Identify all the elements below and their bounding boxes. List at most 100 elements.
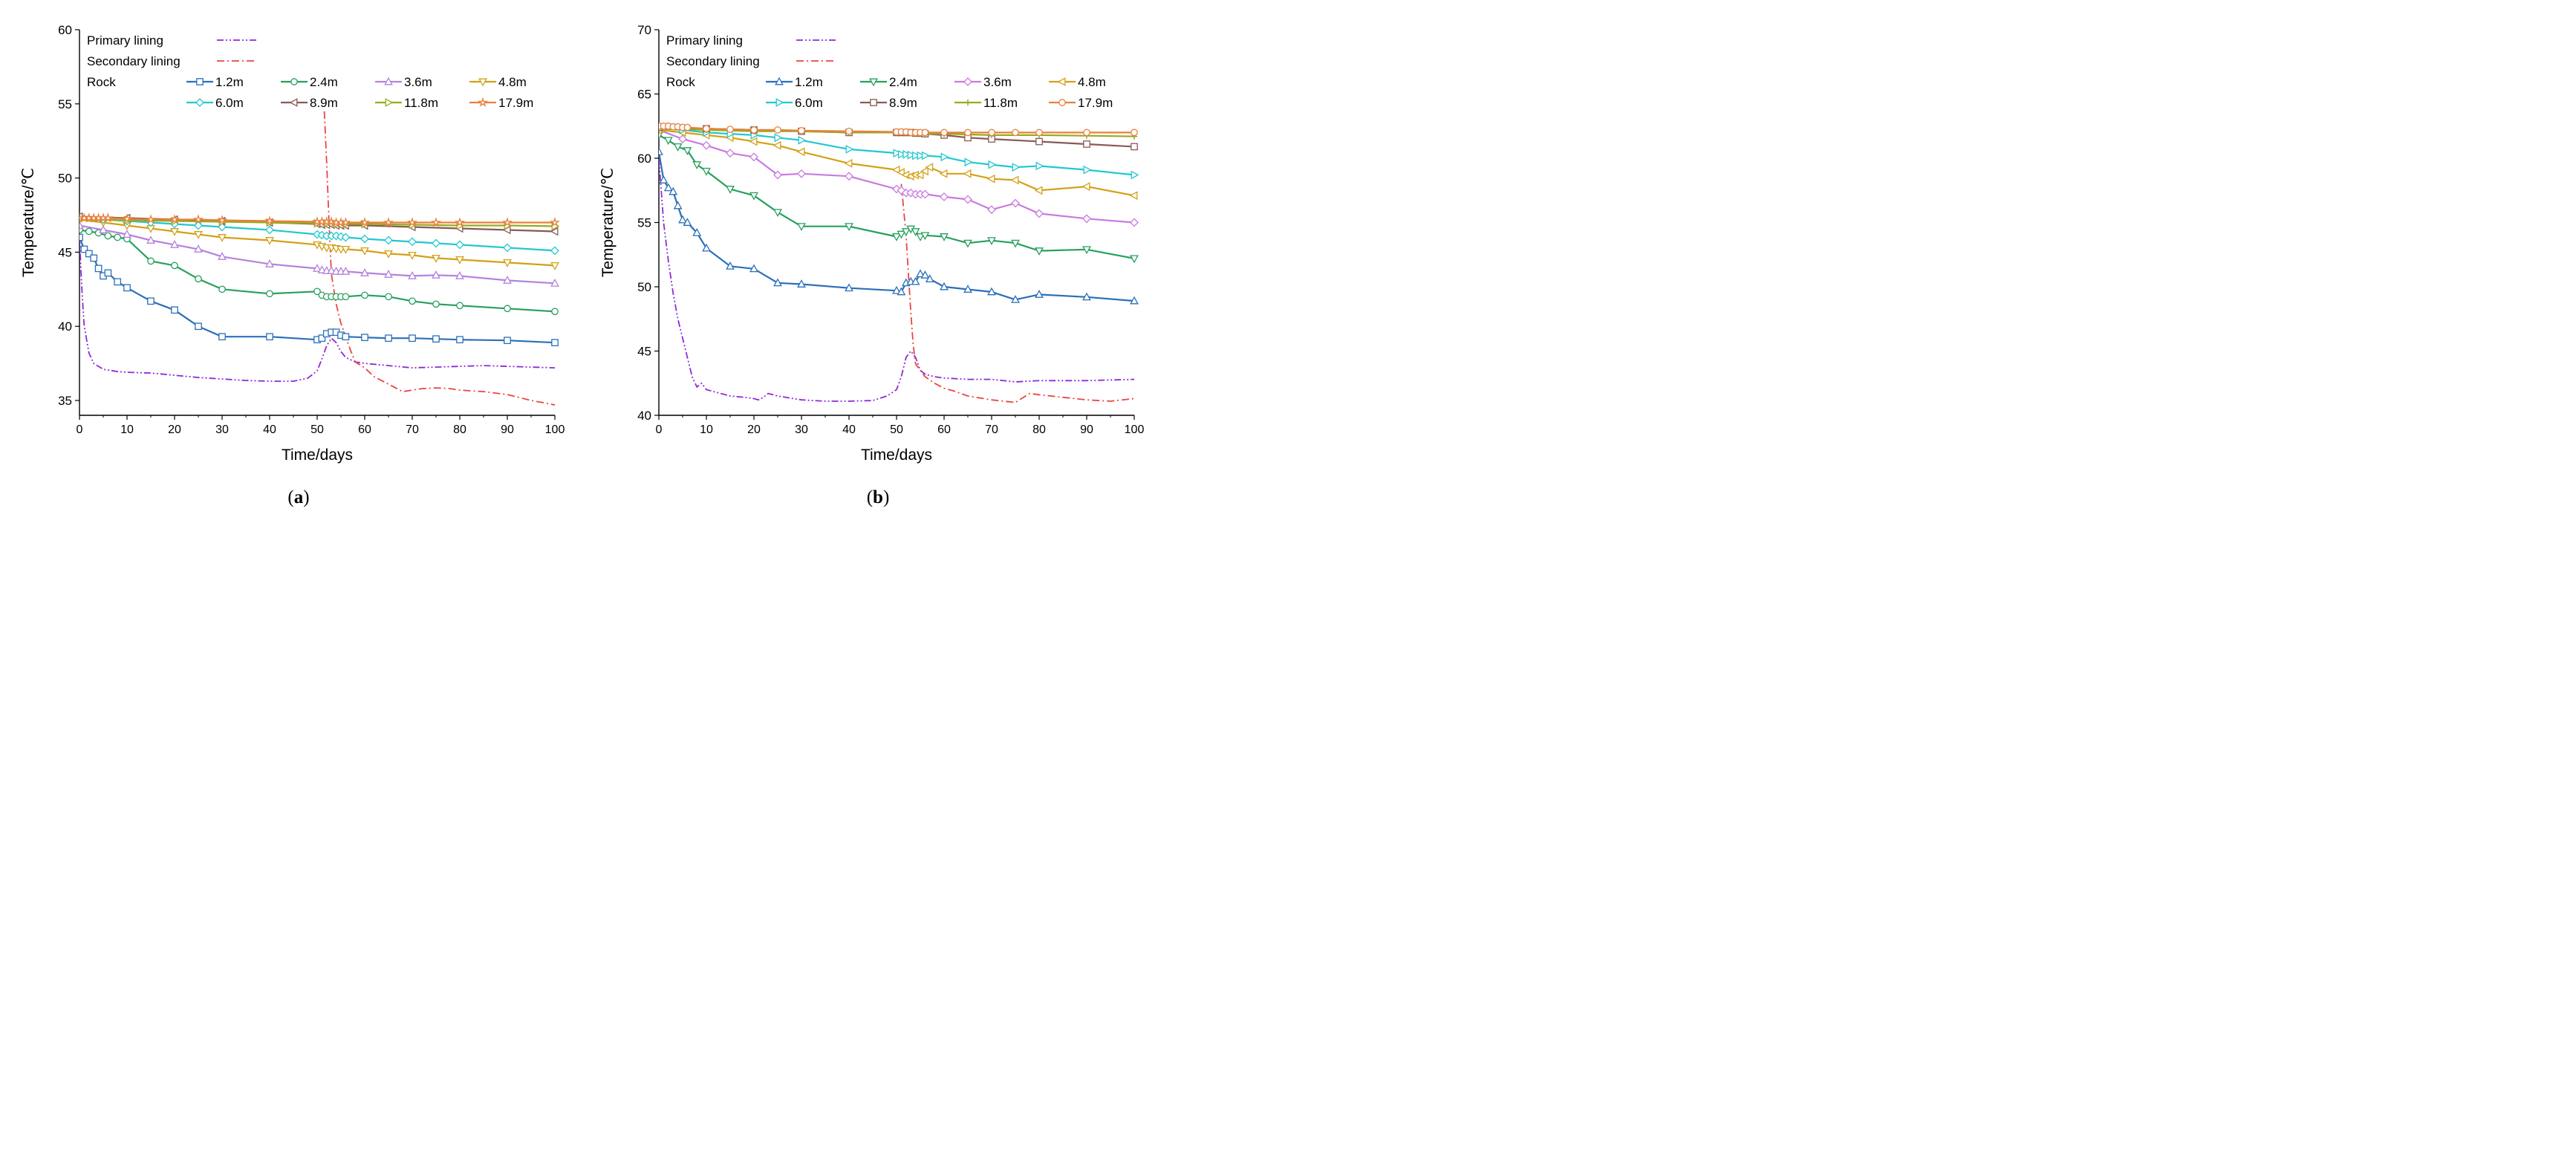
panel-caption: (b) <box>867 487 890 507</box>
data-point <box>456 302 464 310</box>
data-point <box>659 175 669 184</box>
data-point <box>385 293 392 301</box>
data-point <box>659 146 663 155</box>
data-point <box>123 230 131 238</box>
legend: Primary lining Secondary lining Rock 1.2m 2.… <box>87 33 533 110</box>
data-point <box>1011 294 1020 303</box>
data-point <box>550 227 559 236</box>
legend-label: 3.6m <box>983 75 1012 89</box>
data-point <box>1082 292 1091 301</box>
data-point <box>773 278 782 287</box>
data-point <box>1012 163 1021 172</box>
data-point <box>409 297 416 305</box>
data-point <box>456 336 464 344</box>
x-tick-label: 30 <box>795 423 808 436</box>
data-point <box>692 227 702 236</box>
data-point <box>104 232 112 240</box>
data-point <box>1131 143 1138 151</box>
legend-label: Rock <box>666 75 695 89</box>
data-point <box>987 205 996 215</box>
data-point <box>318 334 326 342</box>
data-point <box>987 287 996 296</box>
data-point <box>1035 137 1043 146</box>
data-point <box>340 217 351 227</box>
legend-marker-2-4m <box>290 78 298 85</box>
data-point <box>361 291 368 299</box>
legend-marker-11-8m <box>385 98 394 107</box>
data-point <box>897 287 906 296</box>
data-point <box>430 217 442 227</box>
data-point <box>1034 186 1043 195</box>
data-point <box>1130 296 1139 305</box>
data-point <box>218 234 227 242</box>
legend-marker-4-8m <box>478 78 487 87</box>
legend-marker-6-0m <box>775 98 784 107</box>
y-tick-label: 35 <box>58 394 72 408</box>
data-point <box>114 278 122 286</box>
data-point <box>920 270 930 279</box>
data-point <box>1129 191 1138 201</box>
x-tick-label: 10 <box>120 423 134 436</box>
legend-marker-1-2m <box>196 78 204 85</box>
data-point <box>673 143 683 152</box>
data-point <box>503 243 512 253</box>
data-point <box>360 234 369 244</box>
legend-marker-3-6m <box>963 77 972 86</box>
data-point <box>342 293 350 301</box>
x-tick-label: 10 <box>700 423 713 436</box>
data-point <box>1035 290 1044 298</box>
data-point <box>940 192 949 201</box>
data-point <box>218 285 226 293</box>
y-tick-label: 50 <box>637 280 651 294</box>
data-point <box>901 228 911 236</box>
x-tick-label: 90 <box>501 423 514 436</box>
y-tick-label: 40 <box>58 319 72 334</box>
x-tick-label: 70 <box>406 423 419 436</box>
data-point <box>264 215 276 226</box>
series-17-9m <box>659 122 1138 137</box>
series-line-1-2m <box>79 237 556 344</box>
data-point <box>146 236 155 244</box>
data-point <box>897 168 905 177</box>
data-point <box>409 334 416 342</box>
legend-label: 8.9m <box>889 96 917 110</box>
data-point <box>897 149 906 159</box>
data-point <box>920 189 930 199</box>
data-point <box>988 160 997 169</box>
series-line-primary-lining <box>659 158 1135 402</box>
data-point <box>79 233 83 241</box>
data-point <box>916 233 925 241</box>
y-axis-title: Temperature/℃ <box>599 168 617 277</box>
data-point <box>1130 255 1139 264</box>
data-point <box>915 170 924 180</box>
y-tick-label: 45 <box>637 345 651 359</box>
y-tick-label: 60 <box>637 152 651 166</box>
data-point <box>265 237 274 245</box>
legend-label: Primary lining <box>87 33 163 48</box>
data-point <box>192 214 204 224</box>
data-point <box>342 333 350 341</box>
legend-marker-17-9m <box>477 97 489 108</box>
data-point <box>986 174 995 184</box>
data-point <box>1083 140 1090 148</box>
legend-label: Primary lining <box>666 33 743 48</box>
data-point <box>326 216 337 227</box>
x-tick-label: 20 <box>168 423 181 436</box>
data-point <box>683 218 692 226</box>
data-point <box>432 254 440 263</box>
legend-label: 1.2m <box>215 75 244 89</box>
data-point <box>963 239 972 248</box>
x-tick-label: 40 <box>263 423 276 436</box>
data-point <box>171 306 178 314</box>
data-point <box>749 192 758 201</box>
data-point <box>703 125 710 133</box>
data-point <box>551 339 559 347</box>
data-point <box>194 231 203 239</box>
data-point <box>147 297 155 305</box>
data-point <box>726 261 735 270</box>
data-point <box>911 276 920 285</box>
x-axis-title: Time/days <box>861 447 932 464</box>
data-point <box>432 238 440 248</box>
data-point <box>170 228 179 236</box>
legend-label: 17.9m <box>1078 96 1113 110</box>
